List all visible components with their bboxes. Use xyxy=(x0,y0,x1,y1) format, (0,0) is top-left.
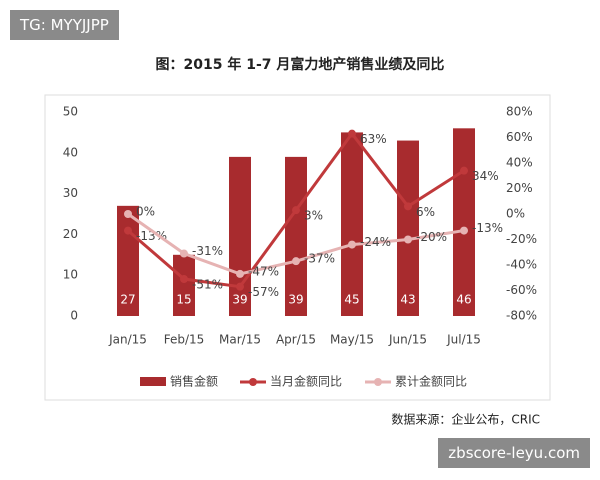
point-label: -37% xyxy=(304,252,335,266)
bar-label: 43 xyxy=(400,293,415,307)
legend-swatch xyxy=(249,378,257,386)
point-label: -13% xyxy=(136,229,167,243)
point xyxy=(404,235,412,244)
point-label: -20% xyxy=(416,230,447,244)
site-tag: zbscore-leyu.com xyxy=(438,438,590,468)
point-label: 0% xyxy=(136,205,155,219)
chart-frame xyxy=(44,94,551,401)
legend-swatch xyxy=(374,378,382,386)
legend-label: 累计金额同比 xyxy=(395,374,467,389)
y2-tick-label: 80% xyxy=(506,105,533,119)
y2-tick-label: 60% xyxy=(506,130,533,144)
bar xyxy=(229,156,251,316)
point xyxy=(460,166,468,175)
y2-tick-label: 0% xyxy=(506,207,525,221)
point-label: 6% xyxy=(416,205,435,219)
x-tick-label: Apr/15 xyxy=(276,333,316,347)
legend-label: 当月金额同比 xyxy=(270,374,342,389)
point-label: -31% xyxy=(192,244,223,258)
point-label: 63% xyxy=(360,132,387,146)
bar-label: 15 xyxy=(176,293,191,307)
y2-tick-label: 20% xyxy=(506,181,533,195)
bar-label: 39 xyxy=(232,293,247,307)
point xyxy=(292,257,300,266)
point xyxy=(124,226,132,235)
bar xyxy=(397,140,419,316)
y2-tick-label: -80% xyxy=(506,309,537,323)
y-tick-label: 40 xyxy=(63,145,78,159)
source: 数据来源：企业公布，CRIC xyxy=(391,412,540,427)
point-label: 3% xyxy=(304,209,323,223)
y-tick-label: 30 xyxy=(63,186,78,200)
chart-title: 图：2015 年 1-7 月富力地产销售业绩及同比 xyxy=(156,56,445,73)
x-tick-label: May/15 xyxy=(330,333,374,347)
bar-label: 45 xyxy=(344,293,359,307)
legend-swatch xyxy=(140,377,166,386)
bar-label: 39 xyxy=(288,293,303,307)
point xyxy=(236,269,244,278)
y2-tick-label: -20% xyxy=(506,232,537,246)
point-label: -13% xyxy=(472,221,503,235)
bar xyxy=(173,254,195,316)
y-tick-label: 50 xyxy=(63,105,78,119)
point xyxy=(348,129,356,138)
y2-tick-label: 40% xyxy=(506,156,533,170)
point-label: -57% xyxy=(248,285,279,299)
y-tick-label: 10 xyxy=(63,268,78,282)
point xyxy=(404,202,412,211)
y-tick-label: 20 xyxy=(63,227,78,241)
bar xyxy=(341,132,363,316)
bar-label: 46 xyxy=(456,293,471,307)
point-label: -24% xyxy=(360,235,391,249)
bar xyxy=(285,156,307,316)
x-tick-label: Jan/15 xyxy=(108,333,147,347)
x-tick-label: Mar/15 xyxy=(219,333,261,347)
x-tick-label: Feb/15 xyxy=(164,333,205,347)
point xyxy=(124,210,132,218)
point-label: 34% xyxy=(472,169,499,183)
point xyxy=(180,249,188,258)
y2-tick-label: -40% xyxy=(506,258,537,272)
point xyxy=(460,226,468,235)
point xyxy=(292,206,300,215)
point xyxy=(348,240,356,249)
watermark: TG: MYYJJPP xyxy=(10,10,119,40)
legend-label: 销售金额 xyxy=(170,374,218,389)
x-tick-label: Jun/15 xyxy=(388,333,427,347)
bar-label: 27 xyxy=(120,293,135,307)
x-tick-label: Jul/15 xyxy=(446,333,481,347)
y2-tick-label: -60% xyxy=(506,283,537,297)
point-label: -51% xyxy=(192,278,223,292)
point xyxy=(180,275,188,284)
point xyxy=(236,282,244,291)
y-tick-label: 0 xyxy=(70,309,78,323)
point-label: -47% xyxy=(248,264,279,278)
